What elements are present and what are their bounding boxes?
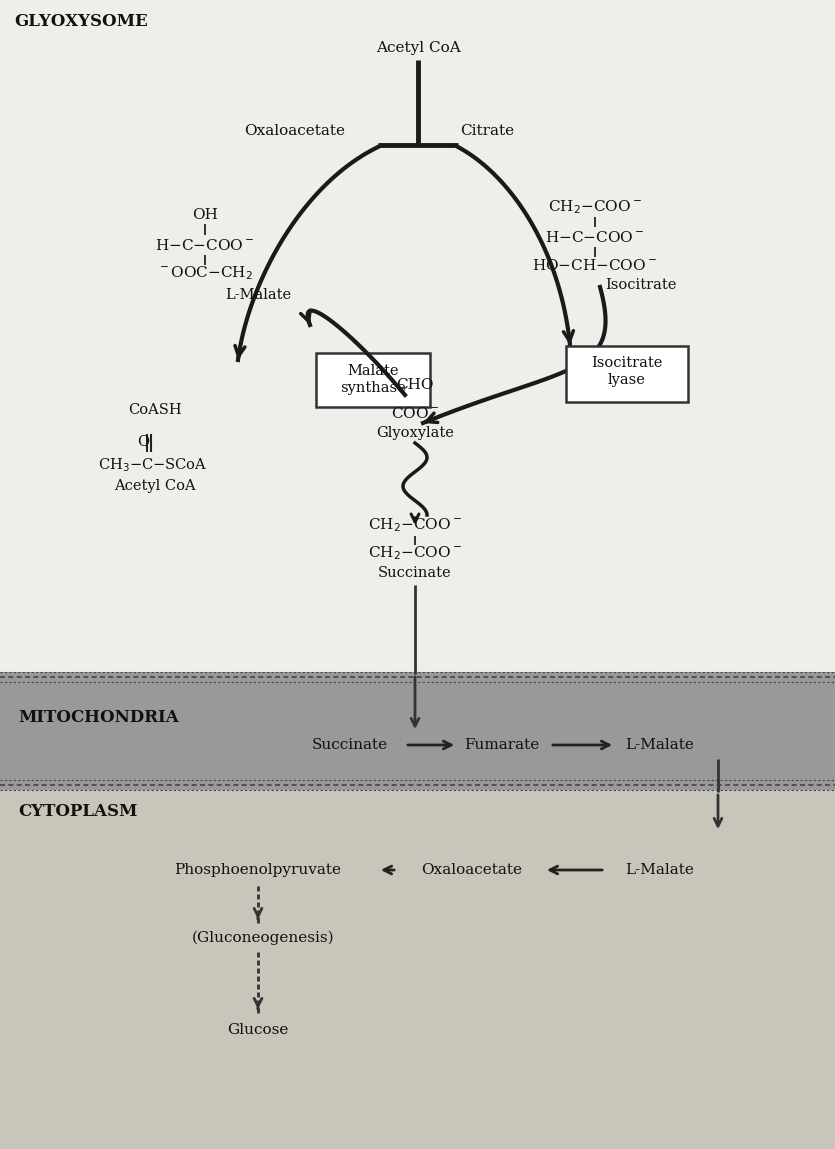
- Bar: [0, 791, 835, 1149]
- Text: CHO: CHO: [397, 378, 433, 392]
- Text: HO$-$CH$-$COO$^-$: HO$-$CH$-$COO$^-$: [533, 257, 657, 272]
- Text: CH$_3$$-$C$-$SCoA: CH$_3$$-$C$-$SCoA: [99, 456, 208, 473]
- Text: L-Malate: L-Malate: [225, 288, 291, 302]
- Text: Oxaloacetate: Oxaloacetate: [244, 124, 345, 138]
- Text: Fumarate: Fumarate: [464, 738, 539, 751]
- Text: Glyoxylate: Glyoxylate: [376, 426, 454, 440]
- Text: CH$_2$$-$COO$^-$: CH$_2$$-$COO$^-$: [548, 198, 642, 216]
- Text: H$-$C$-$COO$^-$: H$-$C$-$COO$^-$: [155, 238, 255, 253]
- Text: Glucose: Glucose: [227, 1023, 289, 1038]
- Text: O: O: [137, 435, 149, 449]
- Text: (Gluconeogenesis): (Gluconeogenesis): [192, 931, 334, 946]
- Text: synthase: synthase: [340, 381, 406, 395]
- Text: Succinate: Succinate: [312, 738, 388, 751]
- Text: CYTOPLASM: CYTOPLASM: [18, 803, 138, 820]
- Text: COO$^-$: COO$^-$: [391, 406, 439, 421]
- Text: Citrate: Citrate: [460, 124, 514, 138]
- Text: Oxaloacetate: Oxaloacetate: [422, 863, 523, 877]
- FancyBboxPatch shape: [566, 346, 688, 402]
- Text: MITOCHONDRIA: MITOCHONDRIA: [18, 709, 179, 726]
- Text: Acetyl CoA: Acetyl CoA: [114, 479, 196, 493]
- Text: CH$_2$$-$COO$^-$: CH$_2$$-$COO$^-$: [368, 545, 462, 562]
- Text: L-Malate: L-Malate: [625, 738, 695, 751]
- Text: OH: OH: [192, 208, 218, 222]
- Text: lyase: lyase: [608, 373, 646, 387]
- Text: Malate: Malate: [347, 364, 399, 378]
- Text: $^-$OOC$-$CH$_2$: $^-$OOC$-$CH$_2$: [157, 264, 253, 282]
- Text: Phosphoenolpyruvate: Phosphoenolpyruvate: [175, 863, 342, 877]
- Text: Succinate: Succinate: [378, 566, 452, 580]
- Text: GLYOXYSOME: GLYOXYSOME: [14, 14, 148, 31]
- Text: L-Malate: L-Malate: [625, 863, 695, 877]
- Text: Isocitrate: Isocitrate: [605, 278, 676, 292]
- Text: CH$_2$$-$COO$^-$: CH$_2$$-$COO$^-$: [368, 516, 462, 534]
- Text: Isocitrate: Isocitrate: [591, 356, 663, 370]
- Text: CoASH: CoASH: [129, 403, 182, 417]
- FancyBboxPatch shape: [316, 353, 430, 407]
- Bar: [0, 672, 835, 791]
- Text: Acetyl CoA: Acetyl CoA: [376, 41, 460, 55]
- Text: H$-$C$-$COO$^-$: H$-$C$-$COO$^-$: [545, 230, 645, 245]
